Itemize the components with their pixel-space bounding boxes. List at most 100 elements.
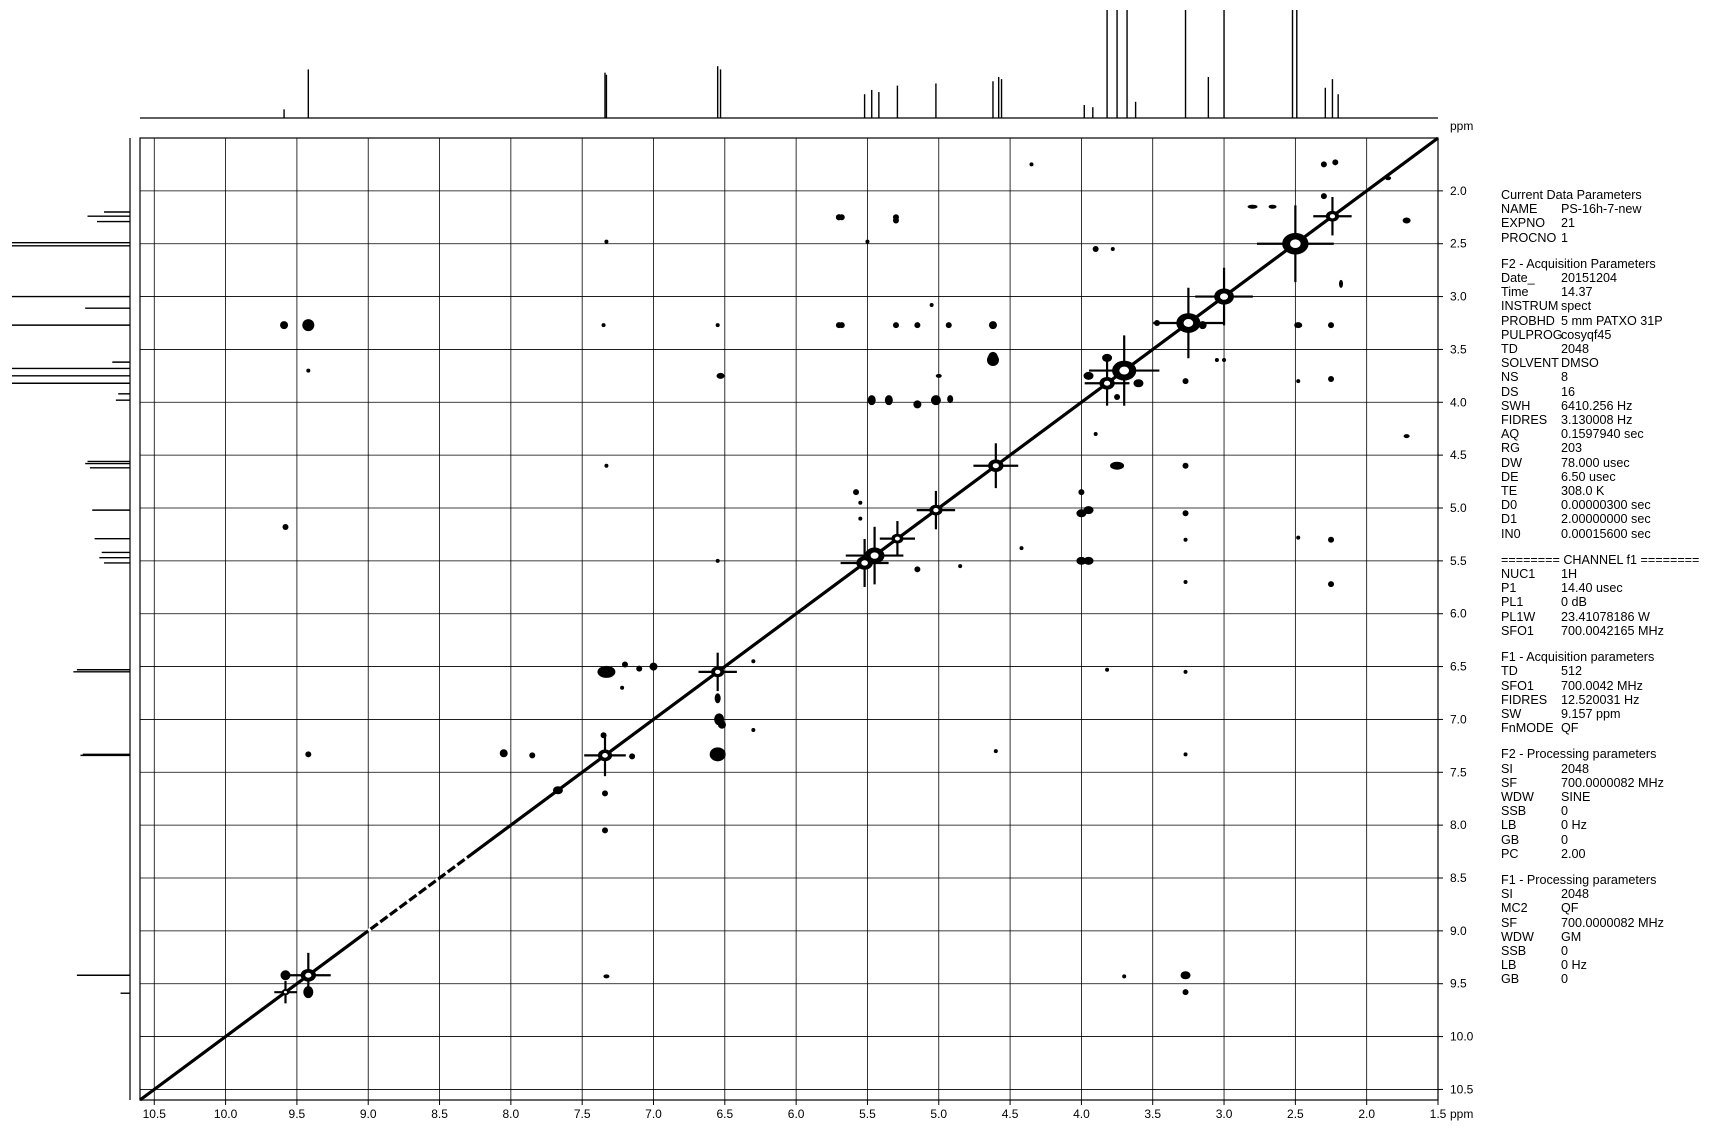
cross-peak xyxy=(1294,322,1303,329)
param-key: RG xyxy=(1501,441,1520,456)
cross-peak xyxy=(914,322,921,329)
cross-peak xyxy=(1122,974,1127,979)
param-row: MC2 QF xyxy=(1501,901,1727,915)
param-value: 6410.256 Hz xyxy=(1561,398,1633,413)
param-value: 0 Hz xyxy=(1561,958,1587,973)
param-value: 0.00015600 sec xyxy=(1561,526,1651,541)
diagonal-peak-core xyxy=(992,463,999,469)
cross-peak xyxy=(1328,536,1335,543)
cross-peak xyxy=(935,373,942,378)
param-value: 1 xyxy=(1561,230,1569,245)
param-value: 2048 xyxy=(1561,887,1590,902)
acquisition-parameters-panel: Current Data Parameters NAME PS-16h-7-new E… xyxy=(1501,188,1727,999)
f2-tick-label: 9.0 xyxy=(360,1107,377,1121)
param-value: 0.1597940 sec xyxy=(1561,427,1644,442)
param-value: 3.130008 Hz xyxy=(1561,413,1633,428)
diagonal-peak-core xyxy=(602,753,608,758)
cross-peak xyxy=(597,665,616,678)
cross-peak xyxy=(1114,394,1121,400)
param-block: ======== CHANNEL f1 ======== NUC1 1H P1 14.4… xyxy=(1501,553,1727,638)
param-value: 512 xyxy=(1561,664,1583,679)
diagonal-ridge xyxy=(139,136,1439,1102)
param-value: 203 xyxy=(1561,441,1583,456)
f1-tick-label: 3.5 xyxy=(1450,342,1467,356)
f1-tick-label: 5.0 xyxy=(1450,501,1467,515)
cross-peak xyxy=(892,217,899,224)
cross-peak xyxy=(629,753,636,760)
cross-peak xyxy=(751,728,756,732)
param-value: 0 xyxy=(1561,943,1569,958)
cross-peak xyxy=(1102,353,1113,362)
f2-tick-label: 5.0 xyxy=(930,1107,947,1121)
param-block-title: Current Data Parameters xyxy=(1501,188,1642,202)
cross-peak xyxy=(1105,667,1110,672)
cross-peak xyxy=(1214,358,1219,362)
param-value: 700.0042 MHz xyxy=(1561,678,1643,693)
param-value: 23.41078186 W xyxy=(1561,609,1650,624)
param-key: TD xyxy=(1501,342,1518,357)
param-value: 20151204 xyxy=(1561,271,1618,286)
cross-peak xyxy=(1182,510,1189,517)
cross-peak xyxy=(1019,546,1024,551)
f1-tick-label: 8.0 xyxy=(1450,818,1467,832)
cross-peak xyxy=(1083,506,1094,515)
cross-peak xyxy=(1328,376,1335,383)
param-block-title: F2 - Processing parameters xyxy=(1501,747,1657,762)
cross-peak xyxy=(603,974,610,979)
param-key: GB xyxy=(1501,972,1520,987)
param-block-title: F2 - Acquisition Parameters xyxy=(1501,256,1656,271)
param-block: F2 - Acquisition Parameters Date_ 20151204… xyxy=(1501,257,1727,541)
param-row: Time 14.37 xyxy=(1501,285,1727,299)
param-row: DS 16 xyxy=(1501,385,1727,399)
cross-peak xyxy=(1320,193,1327,200)
param-row: WDW GM xyxy=(1501,930,1727,944)
f2-tick-label: 2.0 xyxy=(1358,1107,1375,1121)
param-key: SFO1 xyxy=(1501,678,1534,693)
f2-tick-label: 2.5 xyxy=(1287,1107,1304,1121)
cross-peak xyxy=(303,986,314,999)
param-value: 5 mm PATXO 31P xyxy=(1561,313,1663,328)
cross-peak xyxy=(282,524,289,531)
cross-peak xyxy=(601,790,608,797)
f2-tick-label: 4.0 xyxy=(1073,1107,1090,1121)
param-block: F1 - Processing parameters SI 2048 MC2 QF SF 7… xyxy=(1501,873,1727,987)
cross-peak xyxy=(945,322,952,329)
diagonal-gap xyxy=(367,855,470,933)
cross-peak xyxy=(838,322,845,329)
cross-peak xyxy=(947,395,954,404)
cross-peak xyxy=(1296,379,1301,384)
param-value: cosyqf45 xyxy=(1561,327,1612,342)
f2-projection-spectrum xyxy=(140,10,1438,119)
param-row: SSB 0 xyxy=(1501,944,1727,958)
cross-peak xyxy=(305,751,312,758)
param-key: D0 xyxy=(1501,498,1518,513)
cross-peak xyxy=(853,489,860,496)
f1-tick-label: 6.0 xyxy=(1450,607,1467,621)
param-row: NAME PS-16h-7-new xyxy=(1501,202,1727,216)
cross-peak xyxy=(280,970,291,981)
diagonal-peak-core xyxy=(894,536,900,541)
diagonal-peak-core xyxy=(861,560,868,566)
param-key: FIDRES xyxy=(1501,413,1548,428)
param-block-title: F1 - Acquisition parameters xyxy=(1501,650,1655,665)
f1-tick-label: 6.5 xyxy=(1450,660,1467,674)
f1-tick-label: 10.5 xyxy=(1450,1082,1474,1096)
param-row: PULPROG cosyqf45 xyxy=(1501,328,1727,342)
param-key: NS xyxy=(1501,370,1519,385)
param-key: NUC1 xyxy=(1501,567,1536,582)
param-value: 78.000 usec xyxy=(1561,455,1630,470)
f1-tick-label: 7.0 xyxy=(1450,712,1467,726)
param-row: SSB 0 xyxy=(1501,804,1727,818)
f2-axis-unit: ppm xyxy=(1450,1107,1473,1121)
param-row: DW 78.000 usec xyxy=(1501,456,1727,470)
f2-tick-label: 4.5 xyxy=(1002,1107,1019,1121)
cross-peak xyxy=(1403,434,1410,439)
cross-peak xyxy=(499,749,508,758)
param-value: 700.0000082 MHz xyxy=(1561,775,1664,790)
f1-axis-ticks: 2.0 2.5 3.0 3.5 4.0 4.5 5.0 5.5 6.0 6.5 7.0 7.5 8.0 8… xyxy=(1438,184,1474,1096)
cross-peak xyxy=(601,827,608,834)
param-key: SFO1 xyxy=(1501,623,1534,638)
param-key: LB xyxy=(1501,818,1517,833)
cross-peak xyxy=(1076,556,1087,565)
param-row: SI 2048 xyxy=(1501,887,1727,901)
